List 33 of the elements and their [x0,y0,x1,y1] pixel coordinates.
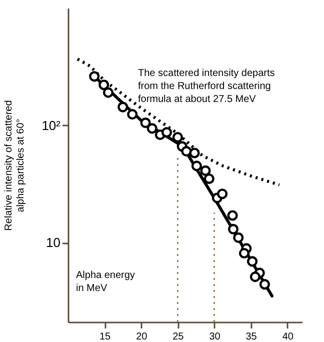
x-tick-label: 25 [172,332,184,342]
x-tick-label: 35 [246,332,258,342]
point [259,279,270,290]
x-tick-label: 40 [282,332,294,342]
point [227,210,238,221]
y-tick-label: 10² [42,118,62,133]
point [140,118,151,128]
point [217,188,228,200]
point [181,146,192,157]
point [191,160,202,172]
point [161,127,172,138]
point [172,132,183,143]
point [98,80,110,90]
point [200,165,211,176]
point [228,224,239,234]
annotation: The scattered intensity departs from the Rutherford scattering formula at about 27.5 MeV [138,68,275,105]
x-tick-label: 20 [136,332,148,342]
x-tick-label: 30 [209,332,221,342]
y-axis-title: Relative intensity of scattered alpha particles at 60° [4,100,27,231]
point [146,123,158,134]
point [233,232,244,243]
point [118,102,128,112]
point [204,173,214,184]
point [238,248,250,259]
point [250,272,260,282]
y-tick-label: 10 [46,235,60,250]
annotation: Alpha energy in MeV [76,270,135,294]
point [189,148,200,158]
point [89,71,100,82]
x-tick-label: 15 [100,332,112,342]
point [102,87,114,98]
point [246,256,258,267]
point [127,109,138,120]
